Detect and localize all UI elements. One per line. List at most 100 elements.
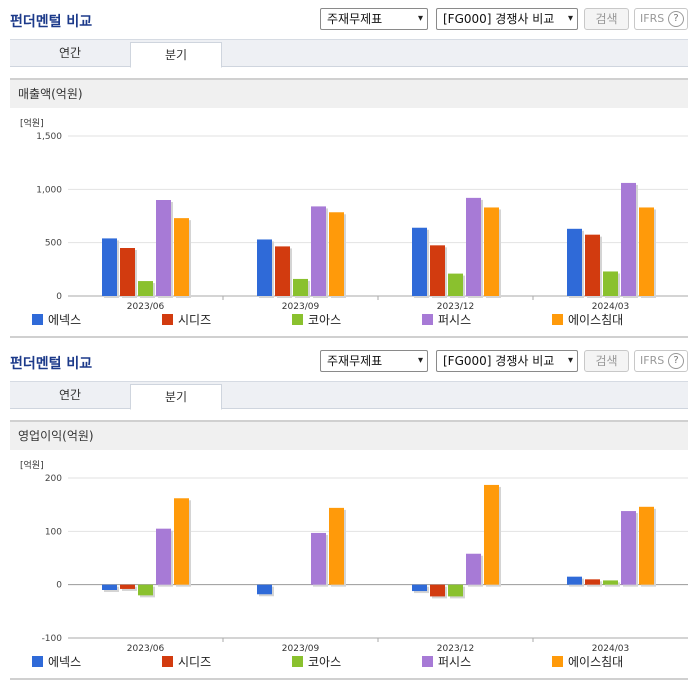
- y-tick-label: 500: [45, 239, 62, 249]
- x-tick-label: 2023/12: [437, 302, 474, 310]
- legend-item[interactable]: 퍼시스: [422, 312, 471, 330]
- bar: [257, 584, 272, 595]
- bar: [430, 584, 445, 597]
- y-tick-label: 1,500: [36, 132, 62, 142]
- peer-group-value: [FG000] 경쟁사 비교: [443, 354, 555, 368]
- bar: [466, 197, 481, 296]
- y-unit-label: [억원]: [20, 459, 44, 471]
- chevron-down-icon: ▾: [417, 13, 423, 24]
- ifrs-label: IFRS: [640, 12, 665, 25]
- legend-label: 퍼시스: [438, 655, 472, 669]
- statement-type-select[interactable]: 주재무제표 ▾: [320, 8, 428, 30]
- bar: [120, 248, 135, 296]
- legend-item[interactable]: 코아스: [292, 654, 341, 672]
- divider: [10, 678, 688, 680]
- bar: [621, 182, 636, 296]
- operating-profit-bar-chart: [억원] -100 0 100 200 2023/06 2023/09 2023/12 2024…: [20, 459, 688, 652]
- legend-item[interactable]: 퍼시스: [422, 654, 471, 672]
- legend-item[interactable]: 시디즈: [162, 654, 211, 672]
- bar: [329, 507, 344, 585]
- legend-swatch: [422, 314, 433, 325]
- bar: [174, 218, 189, 296]
- bar: [448, 273, 463, 296]
- tab-annual[interactable]: 연간: [58, 388, 82, 402]
- legend-swatch: [162, 314, 173, 325]
- bar: [293, 278, 308, 296]
- legend-item[interactable]: 시디즈: [162, 312, 211, 330]
- y-tick-label: 100: [45, 527, 62, 537]
- x-tick-label: 2023/09: [282, 644, 320, 652]
- search-button[interactable]: 검색: [584, 350, 629, 372]
- x-tick-label: 2024/03: [592, 644, 629, 652]
- peer-group-value: [FG000] 경쟁사 비교: [443, 12, 555, 26]
- bar: [639, 506, 654, 585]
- bar: [138, 281, 153, 296]
- legend-label: 에넥스: [48, 313, 82, 327]
- bar: [412, 584, 427, 592]
- bar: [484, 207, 499, 296]
- tab-annual[interactable]: 연간: [58, 46, 82, 60]
- help-icon[interactable]: ?: [668, 11, 684, 27]
- x-tick-label: 2023/06: [127, 302, 165, 310]
- chart-legend: 에넥스 시디즈 코아스 퍼시스 에이스침대: [0, 312, 696, 330]
- chart-subtitle: 매출액(억원): [10, 78, 688, 108]
- bar: [430, 245, 445, 296]
- bar: [585, 234, 600, 296]
- legend-swatch: [162, 656, 173, 667]
- tab-quarterly[interactable]: 분기: [130, 384, 222, 410]
- legend-label: 에이스침대: [568, 313, 624, 327]
- search-button[interactable]: 검색: [584, 8, 629, 30]
- legend-swatch: [422, 656, 433, 667]
- legend-label: 퍼시스: [438, 313, 472, 327]
- legend-item[interactable]: 에이스침대: [552, 312, 623, 330]
- legend-label: 코아스: [308, 655, 342, 669]
- statement-type-value: 주재무제표: [327, 354, 383, 368]
- divider: [10, 336, 688, 338]
- bar: [585, 579, 600, 585]
- legend-item[interactable]: 에넥스: [32, 654, 81, 672]
- bar: [138, 584, 153, 596]
- bar: [311, 206, 326, 296]
- legend-label: 시디즈: [178, 313, 212, 327]
- x-tick-label: 2023/12: [437, 644, 474, 652]
- period-tabs: 연간 분기: [10, 381, 688, 410]
- section-title: 펀더멘털 비교: [10, 14, 93, 30]
- legend-item[interactable]: 에이스침대: [552, 654, 623, 672]
- y-tick-label: 1,000: [36, 185, 62, 195]
- fundamental-section-revenue: 펀더멘털 비교 주재무제표 ▾ [FG000] 경쟁사 비교 ▾ 검색 IFRS…: [0, 0, 696, 340]
- bar: [412, 227, 427, 296]
- x-tick-label: 2023/09: [282, 302, 320, 310]
- bar: [448, 584, 463, 597]
- legend-swatch: [32, 314, 43, 325]
- bar: [174, 498, 189, 585]
- bar: [329, 212, 344, 296]
- help-icon[interactable]: ?: [668, 353, 684, 369]
- ifrs-label: IFRS: [640, 354, 665, 367]
- tab-quarterly[interactable]: 분기: [130, 42, 222, 68]
- statement-type-value: 주재무제표: [327, 12, 383, 26]
- statement-type-select[interactable]: 주재무제표 ▾: [320, 350, 428, 372]
- peer-group-select[interactable]: [FG000] 경쟁사 비교 ▾: [436, 8, 578, 30]
- y-tick-label: 0: [56, 292, 62, 302]
- legend-item[interactable]: 에넥스: [32, 312, 81, 330]
- bar: [257, 239, 272, 296]
- bar: [621, 511, 636, 585]
- chevron-down-icon: ▾: [567, 355, 573, 366]
- x-tick-label: 2023/06: [127, 644, 165, 652]
- legend-label: 에넥스: [48, 655, 82, 669]
- ifrs-toggle[interactable]: IFRS ?: [634, 350, 688, 372]
- chevron-down-icon: ▾: [567, 13, 573, 24]
- fundamental-section-operating-profit: 펀더멘털 비교 주재무제표 ▾ [FG000] 경쟁사 비교 ▾ 검색 IFRS…: [0, 342, 696, 684]
- revenue-bar-chart: [억원] 0 500 1,000 1,500 2023/06 2023/09 2023/12 2…: [20, 117, 688, 310]
- ifrs-toggle[interactable]: IFRS ?: [634, 8, 688, 30]
- bar: [156, 528, 171, 585]
- peer-group-select[interactable]: [FG000] 경쟁사 비교 ▾: [436, 350, 578, 372]
- bar: [466, 553, 481, 585]
- y-tick-label: -100: [42, 634, 63, 644]
- chart-legend: 에넥스 시디즈 코아스 퍼시스 에이스침대: [0, 654, 696, 672]
- bar: [120, 584, 135, 589]
- legend-item[interactable]: 코아스: [292, 312, 341, 330]
- y-tick-label: 0: [56, 581, 62, 591]
- legend-label: 코아스: [308, 313, 342, 327]
- chart-subtitle: 영업이익(억원): [10, 420, 688, 450]
